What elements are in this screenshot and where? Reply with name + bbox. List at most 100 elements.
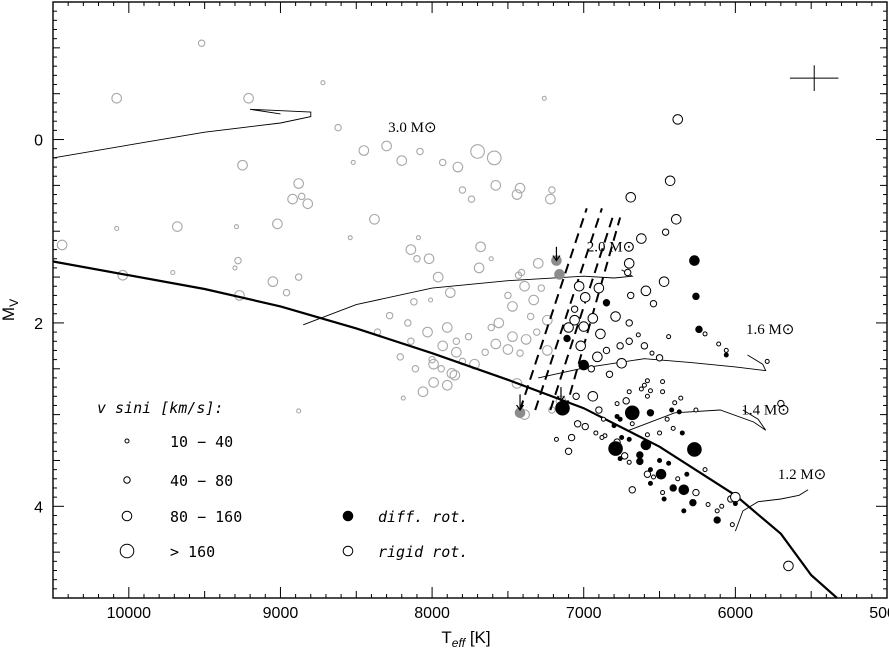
axes: 10000 9000 8000 7000 6000 5000 0 2 4 (34, 1, 889, 622)
field-star-point (428, 297, 434, 303)
rigid-rot-point (570, 305, 579, 313)
rigid-rot-point (723, 347, 729, 353)
field-star-point (490, 180, 502, 191)
rigid-rot-point (625, 319, 633, 327)
rigid-rot-point (625, 337, 633, 345)
rigid-rot-point (670, 214, 682, 225)
rigid-rot-point (573, 280, 585, 292)
diff-rot-point (655, 468, 667, 480)
rigid-rot-point (593, 282, 605, 294)
rigid-rot-point (693, 407, 699, 413)
field-star-point (438, 158, 447, 167)
rigid-rot-point (714, 508, 720, 514)
diff-rot-point (619, 435, 625, 441)
diff-rot-point (657, 457, 663, 463)
rigid-rot-point (567, 433, 576, 442)
rigid-rot-point (660, 490, 666, 496)
diff-rot-point (611, 423, 617, 429)
y-tick-label: 4 (34, 499, 43, 516)
rigid-rot-point (658, 276, 670, 287)
diff-rot-point (687, 442, 702, 457)
rigid-rot-point (666, 334, 672, 340)
track-1-2-msun (734, 489, 809, 532)
field-star-point (437, 340, 449, 352)
field-star-point (385, 311, 394, 320)
field-star-point (302, 198, 314, 210)
y-tick-label: 0 (34, 133, 43, 150)
diff-rot-point (689, 255, 700, 266)
diff-rot-point (647, 467, 653, 473)
rigid-rot-point (614, 401, 620, 407)
diff-rot-point (695, 325, 703, 334)
field-star-point (516, 349, 524, 357)
arrow-head (552, 255, 561, 262)
field-star-point (369, 213, 380, 225)
legend-diff-rot-marker (342, 510, 354, 522)
x-tick-label: 5000 (869, 605, 889, 622)
field-star-point (197, 39, 206, 48)
track-3-0-msun (53, 108, 312, 159)
field-star-point (171, 221, 183, 232)
arrow-head (516, 404, 525, 412)
field-star-point (381, 140, 392, 152)
field-star-point (293, 178, 305, 189)
legend-title: v sini [km/s]: (97, 399, 223, 417)
field-star-point (282, 288, 291, 297)
rigid-rot-point (592, 351, 603, 363)
field-star-point (526, 312, 535, 321)
rigid-rot-point (730, 491, 741, 503)
rigid-rot-point (660, 389, 666, 395)
field-star-point (407, 337, 415, 346)
rigid-rot-point (578, 321, 590, 332)
rigid-rot-point (678, 395, 684, 401)
diff-rot-point (732, 501, 738, 507)
rigid-rot-point (661, 228, 670, 236)
field-star-point (511, 189, 523, 200)
rigid-rot-point (644, 378, 650, 384)
rigid-rot-point (719, 503, 725, 509)
rigid-rot-point (644, 432, 650, 438)
rigid-rot-point (626, 389, 632, 395)
rigid-rot-point (587, 313, 599, 324)
field-star-point (511, 378, 523, 389)
rigid-rot-point (569, 314, 580, 326)
field-star-point (237, 159, 248, 171)
rigid-rot-point (672, 114, 684, 125)
track-label-3: 1.4 M⊙ (741, 403, 789, 419)
diff-rot-point (689, 498, 697, 507)
field-star-point (520, 334, 532, 345)
plot-area (53, 39, 839, 598)
rigid-rot-point (616, 342, 624, 350)
field-star-point (320, 80, 326, 86)
arrow-head (556, 395, 565, 402)
rigid-rot-point (616, 357, 627, 369)
rigid-rot-point (595, 328, 606, 340)
legend-size-marker-4 (119, 543, 135, 559)
legend-size-marker-2 (123, 476, 131, 484)
diff-rot-point (669, 484, 677, 492)
rigid-rot-point (624, 268, 632, 277)
field-star-point (514, 271, 523, 279)
rigid-rot-point (626, 459, 632, 465)
diff-rot-point (640, 439, 652, 451)
rigid-rot-point (628, 486, 636, 494)
rigid-rot-point (638, 386, 644, 392)
field-star-point (464, 332, 473, 341)
rigid-rot-point (657, 430, 663, 436)
rigid-rot-point (649, 350, 655, 356)
rigid-rot-point (622, 397, 630, 405)
legend-size-marker-3 (121, 510, 133, 522)
legend-rigid-rot-marker (342, 545, 354, 557)
field-star-point (507, 301, 518, 312)
field-star-point (405, 244, 417, 255)
rigid-rot-point (716, 341, 722, 347)
field-star-point (444, 287, 456, 299)
track-2-0-msun (303, 269, 634, 326)
field-star-point (532, 257, 544, 269)
rigid-rot-point (640, 285, 652, 297)
legend-rigid-rot-label: rigid rot. (378, 543, 468, 561)
rigid-rot-point (595, 406, 603, 414)
field-star-point (541, 95, 547, 101)
field-star-point (470, 144, 485, 159)
